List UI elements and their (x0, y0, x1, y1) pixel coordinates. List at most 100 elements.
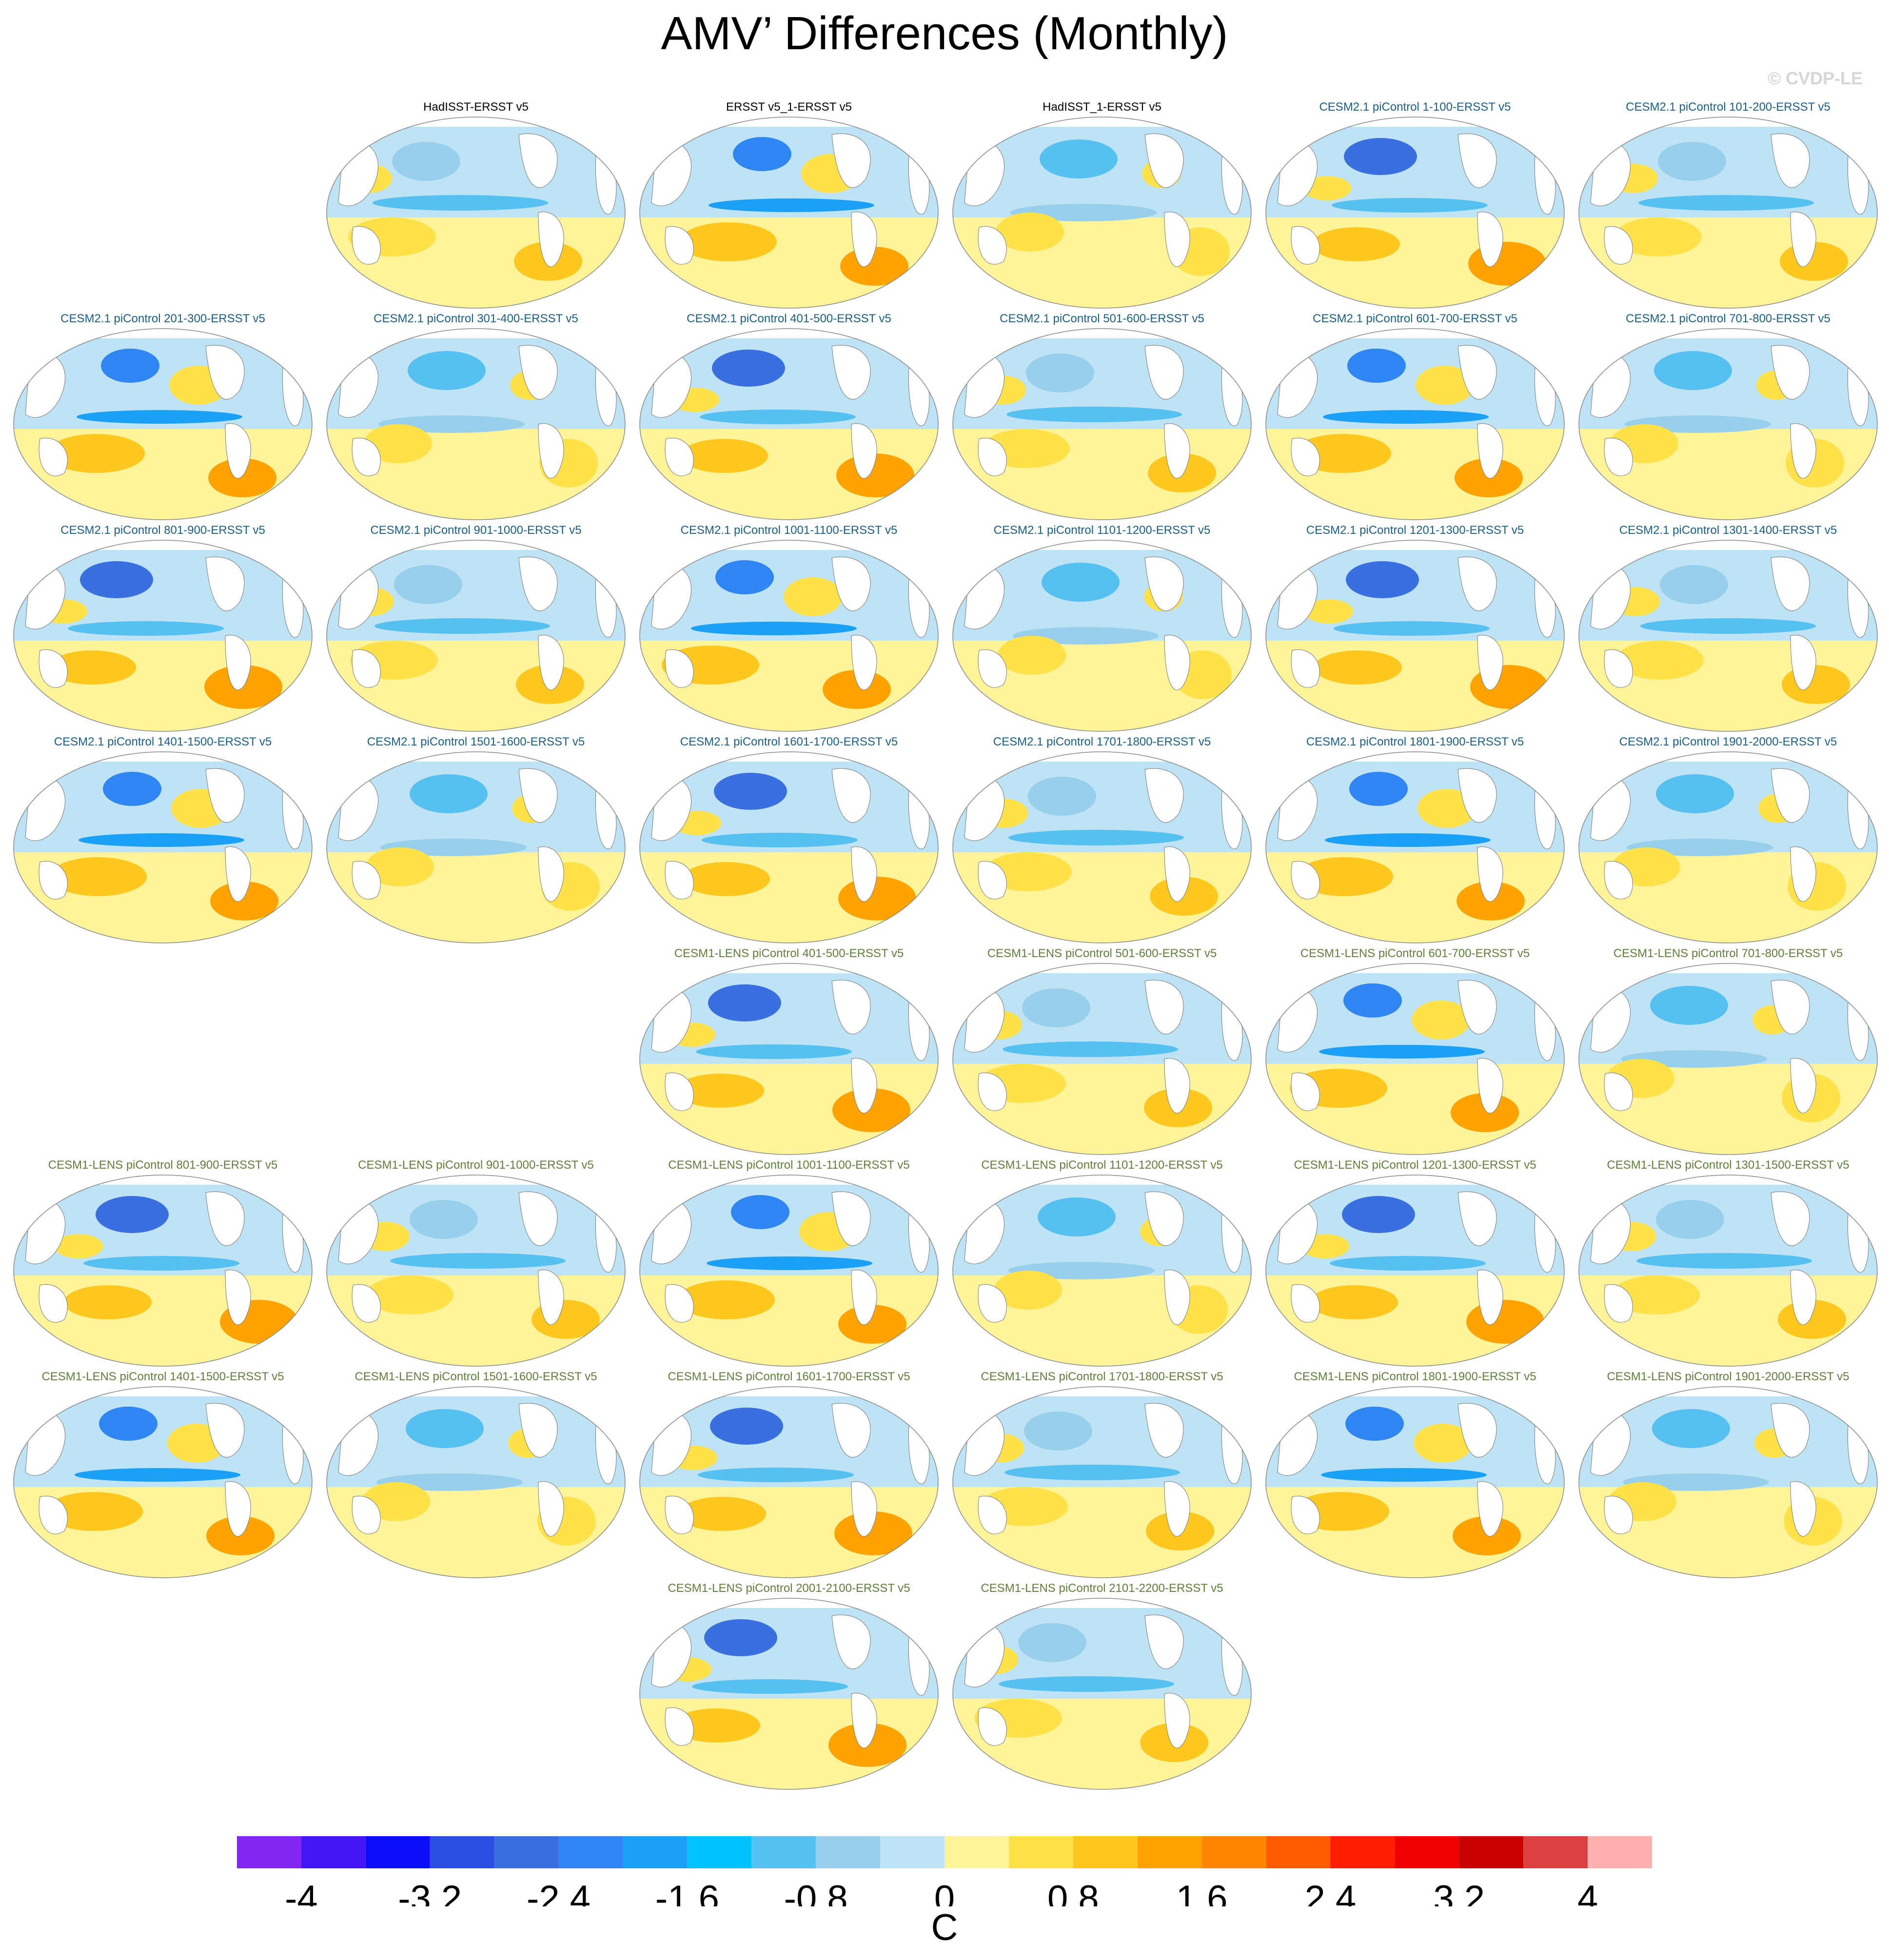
map-border (1265, 963, 1565, 1155)
colorbar-bin (944, 1836, 1009, 1868)
anomaly-contour (366, 847, 434, 886)
anomaly-contour (392, 142, 460, 181)
panel-title: CESM1-LENS piControl 401-500-ERSST v5 (674, 947, 904, 960)
land-australia (1291, 1073, 1320, 1111)
land-north-america (1457, 133, 1497, 188)
colorbar-bin (880, 1836, 944, 1868)
land-south-america (1164, 1481, 1190, 1537)
land-north-america (1771, 980, 1810, 1035)
map-panel: HadISST-ERSST v5 (320, 100, 632, 313)
colorbar-bin (1330, 1836, 1395, 1868)
map-border (952, 117, 1252, 309)
map-panel: CESM1-LENS piControl 2101-2200-ERSST v5 (946, 1582, 1258, 1794)
global-map (1578, 963, 1878, 1155)
land-south-america (1790, 635, 1816, 690)
anomaly-contour (1028, 777, 1096, 816)
land-australia (39, 1496, 68, 1534)
map-panel: CESM1-LENS piControl 401-500-ERSST v5 (633, 947, 945, 1159)
panel-title: HadISST_1-ERSST v5 (1043, 100, 1161, 114)
land-australia (39, 649, 68, 688)
panel-title: CESM2.1 piControl 501-600-ERSST v5 (1000, 312, 1204, 325)
map-panel: CESM2.1 piControl 1901-2000-ERSST v5 (1572, 735, 1884, 948)
panel-title: CESM2.1 piControl 1601-1700-ERSST v5 (680, 735, 898, 748)
land-australia (1291, 649, 1320, 688)
land-australia (352, 649, 381, 688)
land-north-america (1771, 345, 1810, 400)
colorbar-bin (1459, 1836, 1524, 1868)
land-south-america (538, 1270, 564, 1325)
land-north-america (1771, 556, 1810, 611)
land-south-america (225, 1481, 251, 1537)
map-border (1578, 963, 1878, 1155)
panel-title: CESM1-LENS piControl 1001-1100-ERSST v5 (668, 1158, 910, 1172)
land-south-america (851, 1058, 877, 1114)
global-map (639, 328, 939, 520)
colorbar-tick-label: 1.6 (1176, 1878, 1228, 1906)
panel-title: CESM1-LENS piControl 1701-1800-ERSST v5 (981, 1370, 1223, 1383)
land-australia (665, 1073, 694, 1111)
anomaly-contour (45, 1492, 143, 1531)
land-south-america (851, 635, 877, 690)
anomaly-contour (408, 351, 486, 390)
land-south-america (1790, 846, 1816, 902)
map-panel: CESM2.1 piControl 901-1000-ERSST v5 (320, 524, 632, 736)
copyright-label: © CVDP-LE (1768, 68, 1863, 88)
map-panel: CESM1-LENS piControl 1201-1300-ERSST v5 (1259, 1158, 1571, 1371)
map-border (326, 751, 626, 943)
land-australia (1291, 438, 1320, 476)
anomaly-contour (714, 773, 787, 810)
anomaly-contour (672, 1708, 760, 1743)
land-australia (352, 226, 381, 265)
anomaly-contour (1006, 407, 1182, 422)
land-south-america (1164, 212, 1190, 267)
anomaly-contour (1312, 227, 1400, 261)
colorbar-bin (623, 1836, 688, 1868)
land-south-america (1477, 635, 1503, 690)
anomaly-contour (1349, 772, 1408, 806)
panel-title: CESM1-LENS piControl 1201-1300-ERSST v5 (1294, 1158, 1536, 1172)
map-border (13, 1386, 313, 1578)
global-map (1265, 1175, 1565, 1367)
panel-title: CESM2.1 piControl 1101-1200-ERSST v5 (993, 524, 1211, 537)
colorbar-tick-label: -2.4 (527, 1878, 590, 1906)
panel-title: CESM2.1 piControl 201-300-ERSST v5 (60, 312, 265, 325)
colorbar-tick-label: 0.8 (1047, 1878, 1099, 1906)
land-south-america (851, 212, 877, 267)
panel-title: CESM1-LENS piControl 1301-1500-ERSST v5 (1607, 1158, 1850, 1172)
global-map (13, 1175, 313, 1367)
global-map (952, 328, 1252, 520)
global-map (326, 1386, 626, 1578)
land-north-america (1144, 1403, 1184, 1458)
map-border (1578, 1175, 1878, 1367)
map-border (639, 963, 939, 1155)
map-panel: CESM1-LENS piControl 801-900-ERSST v5 (7, 1158, 319, 1371)
land-south-america (1164, 423, 1190, 479)
colorbar-bin (816, 1836, 881, 1868)
anomaly-contour (994, 1271, 1062, 1310)
map-panel: CESM2.1 piControl 1701-1800-ERSST v5 (946, 735, 1258, 948)
anomaly-contour (680, 439, 768, 473)
global-map (1578, 1386, 1878, 1578)
anomaly-contour (79, 833, 244, 847)
map-panel: CESM2.1 piControl 1001-1100-ERSST v5 (633, 524, 945, 736)
land-australia (978, 438, 1007, 476)
map-panel: CESM1-LENS piControl 1601-1700-ERSST v5 (633, 1370, 945, 1583)
anomaly-contour (96, 1196, 169, 1233)
colorbar-bin (301, 1836, 366, 1868)
land-south-america (538, 423, 564, 479)
anomaly-contour (1612, 1275, 1700, 1314)
panel-title: CESM2.1 piControl 1201-1300-ERSST v5 (1306, 524, 1524, 537)
anomaly-contour (208, 458, 276, 497)
map-border (326, 1175, 626, 1367)
colorbar-tick-label: 3.2 (1433, 1878, 1485, 1906)
land-south-america (851, 1270, 877, 1325)
land-australia (1604, 1496, 1633, 1534)
land-north-america (1771, 133, 1810, 188)
map-panel: CESM2.1 piControl 501-600-ERSST v5 (946, 312, 1258, 525)
panel-title: CESM1-LENS piControl 501-600-ERSST v5 (987, 947, 1217, 960)
colorbar-tick-label: -1.6 (655, 1878, 719, 1906)
land-australia (39, 861, 68, 900)
panel-title: CESM2.1 piControl 1301-1400-ERSST v5 (1619, 524, 1837, 537)
map-border (639, 1386, 939, 1578)
anomaly-contour (373, 195, 548, 211)
